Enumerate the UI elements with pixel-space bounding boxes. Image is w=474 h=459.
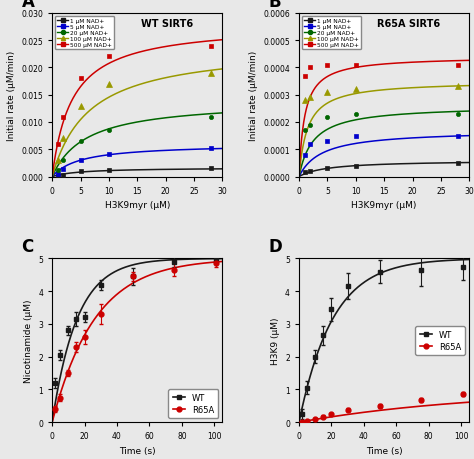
- Text: WT SIRT6: WT SIRT6: [141, 19, 193, 28]
- Text: D: D: [268, 238, 282, 256]
- Y-axis label: Initial rate (μM/min): Initial rate (μM/min): [7, 50, 16, 140]
- Y-axis label: Initial rate (μM/min): Initial rate (μM/min): [249, 50, 258, 140]
- Text: A: A: [21, 0, 35, 11]
- Legend: 1 μM NAD+, 5 μM NAD+, 20 μM NAD+, 100 μM NAD+, 500 μM NAD+: 1 μM NAD+, 5 μM NAD+, 20 μM NAD+, 100 μM…: [302, 17, 361, 50]
- X-axis label: H3K9myr (μM): H3K9myr (μM): [105, 201, 170, 210]
- Y-axis label: Nicotinamide (μM): Nicotinamide (μM): [24, 299, 33, 382]
- Y-axis label: H3K9 (μM): H3K9 (μM): [271, 317, 280, 364]
- X-axis label: Time (s): Time (s): [366, 446, 402, 455]
- Text: C: C: [21, 238, 34, 256]
- Legend: 1 μM NAD+, 5 μM NAD+, 20 μM NAD+, 100 μM NAD+, 500 μM NAD+: 1 μM NAD+, 5 μM NAD+, 20 μM NAD+, 100 μM…: [55, 17, 114, 50]
- X-axis label: H3K9myr (μM): H3K9myr (μM): [351, 201, 417, 210]
- Text: B: B: [268, 0, 281, 11]
- Legend: WT, R65A: WT, R65A: [415, 326, 465, 355]
- Legend: WT, R65A: WT, R65A: [168, 389, 218, 418]
- Text: R65A SIRT6: R65A SIRT6: [377, 19, 440, 28]
- X-axis label: Time (s): Time (s): [119, 446, 155, 455]
